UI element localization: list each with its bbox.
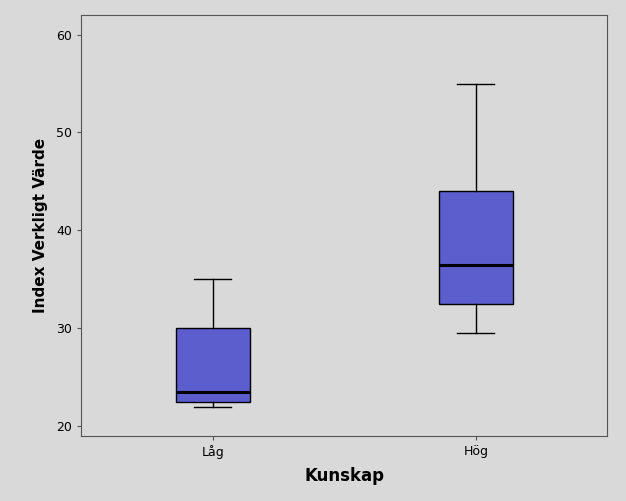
PathPatch shape	[176, 328, 250, 402]
PathPatch shape	[439, 191, 513, 304]
X-axis label: Kunskap: Kunskap	[304, 467, 384, 485]
Y-axis label: Index Verkligt Värde: Index Verkligt Värde	[33, 138, 48, 313]
